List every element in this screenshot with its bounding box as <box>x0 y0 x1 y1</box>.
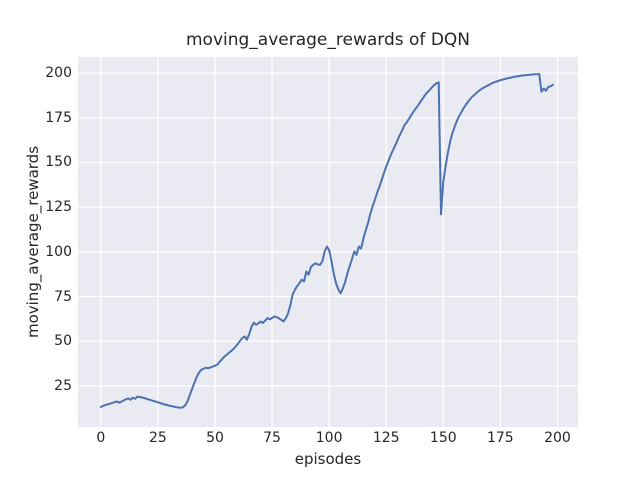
chart-title: moving_average_rewards of DQN <box>185 30 471 50</box>
y-tick-label: 150 <box>45 154 72 171</box>
x-tick-label: 125 <box>372 430 400 446</box>
y-axis-label: moving_average_rewards <box>24 145 42 339</box>
x-tick-label: 100 <box>315 430 343 446</box>
gridlines <box>78 57 578 427</box>
x-axis-label: episodes <box>294 450 362 468</box>
x-tick-label: 50 <box>206 430 224 446</box>
x-tick-label: 200 <box>544 430 571 446</box>
x-tick-label: 0 <box>96 430 106 446</box>
y-tick-label: 50 <box>54 333 72 350</box>
y-tick-label: 100 <box>45 243 72 260</box>
y-tick-label: 75 <box>54 288 72 305</box>
x-tick-label: 150 <box>429 430 457 446</box>
plot-area <box>78 57 578 427</box>
y-tick-label: 125 <box>45 199 72 216</box>
y-tick-label: 25 <box>54 377 72 394</box>
y-tick-label: 175 <box>45 109 72 126</box>
x-tick-label: 175 <box>486 430 514 446</box>
x-tick-label: 25 <box>148 430 167 446</box>
line-chart-svg <box>78 57 578 427</box>
reward-line <box>99 73 554 409</box>
x-tick-label: 75 <box>263 430 281 446</box>
y-tick-label: 200 <box>45 65 72 82</box>
